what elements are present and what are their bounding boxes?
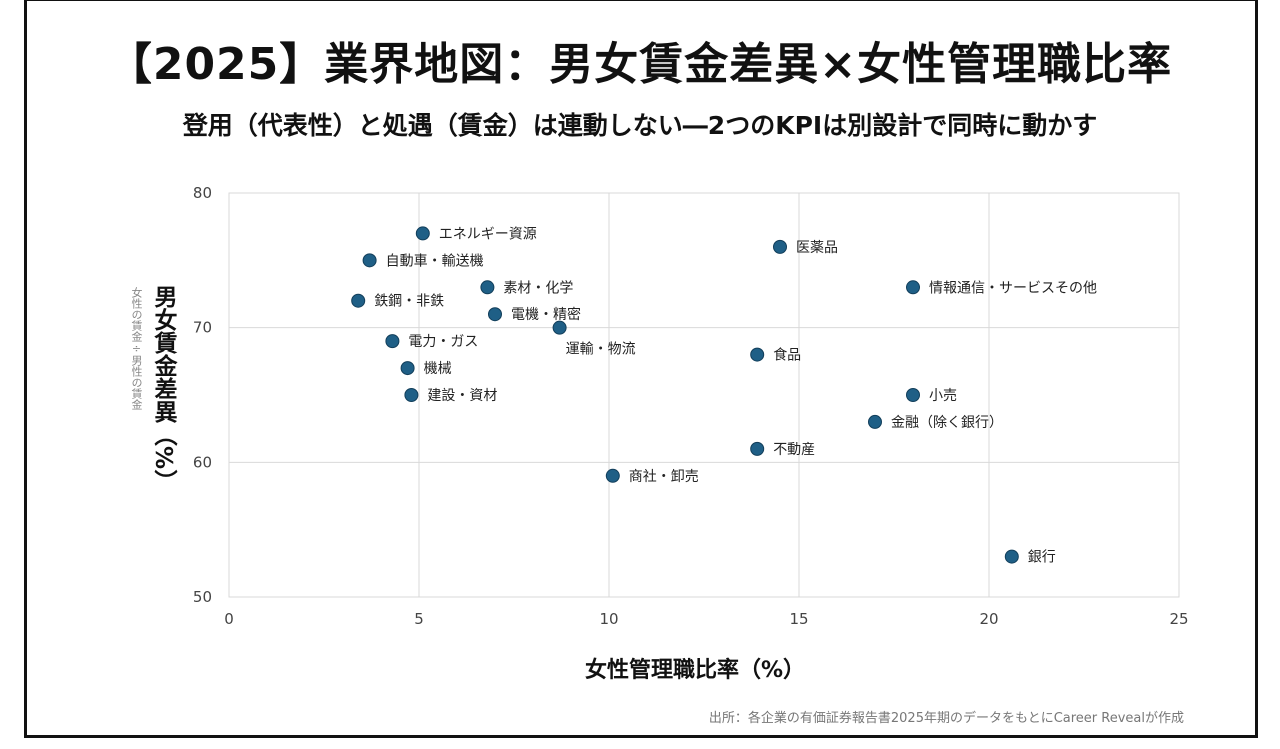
data-point	[415, 226, 430, 241]
data-point	[868, 414, 882, 429]
y-axis-note: 女性の賃金÷男性の賃金	[130, 287, 143, 410]
x-tick-label: 25	[1169, 610, 1188, 628]
point-label: 電機・精密	[511, 306, 581, 323]
data-point	[906, 388, 920, 402]
y-tick-label: 60	[193, 453, 212, 471]
point-label: 医薬品	[796, 240, 838, 256]
source-note: 出所：各企業の有価証券報告書2025年期のデータをもとにCareer Revea…	[708, 711, 1184, 726]
x-tick-label: 0	[224, 610, 234, 628]
point-label: 食品	[773, 347, 801, 364]
chart-title: 【2025】業界地図：男女賃金差異×女性管理職比率	[107, 39, 1173, 90]
data-point	[400, 361, 415, 376]
chart-frame	[24, 0, 1258, 738]
data-point	[773, 239, 787, 254]
y-tick-label: 50	[193, 588, 212, 606]
point-label: 電力・ガス	[408, 334, 478, 350]
point-label: 自動車・輸送機	[386, 252, 484, 269]
x-axis-label: 女性管理職比率（%）	[584, 658, 806, 683]
data-point	[750, 347, 765, 362]
data-point	[351, 293, 366, 308]
point-label: 運輸・物流	[566, 342, 636, 358]
point-label: 商社・卸売	[629, 469, 699, 485]
chart-subtitle: 登用（代表性）と処遇（賃金）は連動しない―2つのKPIは別設計で同時に動かす	[182, 111, 1098, 140]
data-point	[480, 280, 495, 295]
point-label: 金融（除く銀行）	[891, 415, 1003, 431]
data-point	[488, 307, 502, 322]
data-point	[404, 388, 419, 402]
y-tick-label: 80	[193, 184, 212, 202]
point-label: 鉄鋼・非鉄	[374, 294, 444, 310]
x-tick-label: 15	[789, 610, 808, 628]
point-label: 建設・資材	[427, 388, 497, 404]
data-point	[1004, 549, 1019, 564]
data-point	[906, 280, 920, 295]
point-label: 機械	[424, 361, 452, 377]
x-tick-label: 10	[599, 610, 618, 628]
point-label: エネルギー資源	[439, 226, 537, 242]
data-point	[385, 334, 400, 349]
y-axis-label: 男女賃金差異（%）	[150, 285, 176, 493]
x-tick-label: 20	[979, 610, 998, 628]
y-tick-label: 70	[193, 319, 212, 337]
data-point	[362, 253, 377, 268]
x-tick-label: 5	[414, 610, 424, 628]
point-label: 素材・化学	[503, 280, 573, 296]
data-point	[750, 441, 765, 456]
data-point	[552, 320, 567, 335]
point-label: 小売	[929, 388, 957, 404]
point-label: 情報通信・サービスその他	[929, 280, 1097, 296]
data-point	[605, 468, 620, 483]
point-label: 不動産	[773, 442, 815, 458]
point-label: 銀行	[1028, 550, 1056, 566]
